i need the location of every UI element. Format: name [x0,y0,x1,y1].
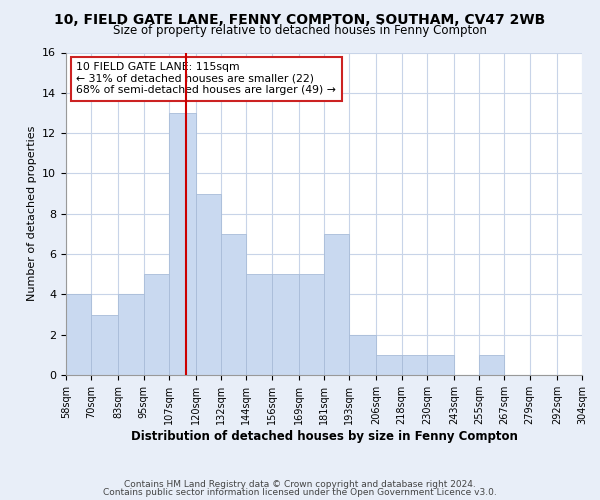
Text: 10, FIELD GATE LANE, FENNY COMPTON, SOUTHAM, CV47 2WB: 10, FIELD GATE LANE, FENNY COMPTON, SOUT… [55,12,545,26]
Bar [479,355,505,375]
Bar [272,274,299,375]
Bar [247,274,272,375]
X-axis label: Distribution of detached houses by size in Fenny Compton: Distribution of detached houses by size … [131,430,517,443]
Bar [91,314,118,375]
Bar [401,355,427,375]
Text: Contains HM Land Registry data © Crown copyright and database right 2024.: Contains HM Land Registry data © Crown c… [124,480,476,489]
Bar [427,355,454,375]
Bar [196,194,221,375]
Bar [169,113,196,375]
Text: 10 FIELD GATE LANE: 115sqm
← 31% of detached houses are smaller (22)
68% of semi: 10 FIELD GATE LANE: 115sqm ← 31% of deta… [76,62,336,96]
Y-axis label: Number of detached properties: Number of detached properties [26,126,37,302]
Bar [221,234,247,375]
Bar [324,234,349,375]
Bar [376,355,401,375]
Bar [299,274,324,375]
Text: Size of property relative to detached houses in Fenny Compton: Size of property relative to detached ho… [113,24,487,37]
Bar [118,294,143,375]
Bar [143,274,169,375]
Bar [66,294,91,375]
Text: Contains public sector information licensed under the Open Government Licence v3: Contains public sector information licen… [103,488,497,497]
Bar [349,334,376,375]
